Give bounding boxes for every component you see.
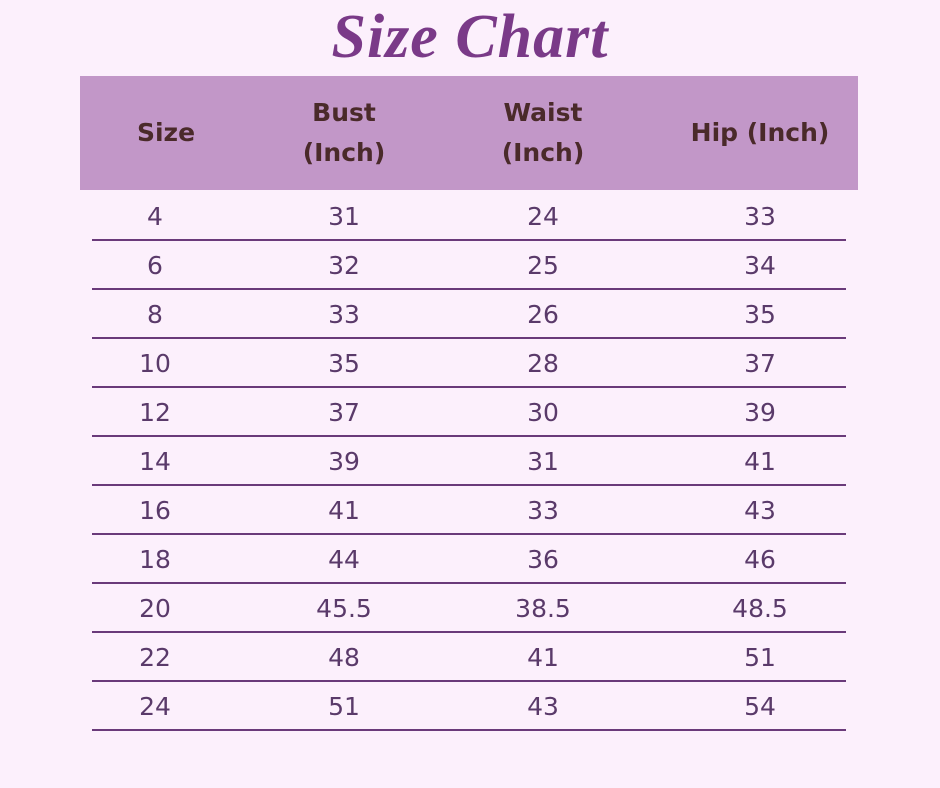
table-cell: 43 [744, 496, 776, 525]
table-cell: 41 [744, 447, 776, 476]
table-cell: 22 [139, 643, 171, 672]
table-row: 22 48 41 51 [92, 633, 846, 682]
table-cell: 12 [139, 398, 171, 427]
table-row: 12 37 30 39 [92, 388, 846, 437]
table-cell: 54 [744, 692, 776, 721]
table-cell: 37 [744, 349, 776, 378]
table-cell: 39 [328, 447, 360, 476]
table-cell: 30 [527, 398, 559, 427]
table-cell: 48.5 [732, 594, 788, 623]
table-cell: 36 [527, 545, 559, 574]
table-cell: 41 [328, 496, 360, 525]
column-header: Hip (Inch) [690, 118, 830, 147]
table-cell: 43 [527, 692, 559, 721]
table-cell: 35 [744, 300, 776, 329]
table-cell: 24 [527, 202, 559, 231]
table-cell: 48 [328, 643, 360, 672]
column-header: Size [136, 118, 196, 147]
table-header: Size Bust (Inch) Waist (Inch) Hip (Inch) [80, 76, 858, 190]
table-cell: 16 [139, 496, 171, 525]
table-cell: 45.5 [316, 594, 372, 623]
table-cell: 39 [744, 398, 776, 427]
table-cell: 37 [328, 398, 360, 427]
table-cell: 24 [139, 692, 171, 721]
table-cell: 4 [147, 202, 163, 231]
table-cell: 6 [147, 251, 163, 280]
table-cell: 33 [328, 300, 360, 329]
table-row: 16 41 33 43 [92, 486, 846, 535]
table-cell: 25 [527, 251, 559, 280]
column-header: Bust (Inch) [302, 98, 386, 167]
table-cell: 33 [744, 202, 776, 231]
table-cell: 46 [744, 545, 776, 574]
table-cell: 18 [139, 545, 171, 574]
table-row: 8 33 26 35 [92, 290, 846, 339]
table-cell: 38.5 [515, 594, 571, 623]
table-cell: 10 [139, 349, 171, 378]
table-cell: 35 [328, 349, 360, 378]
table-cell: 33 [527, 496, 559, 525]
table-row: 6 32 25 34 [92, 241, 846, 290]
table-row: 18 44 36 46 [92, 535, 846, 584]
table-row: 20 45.5 38.5 48.5 [92, 584, 846, 633]
table-cell: 41 [527, 643, 559, 672]
table-cell: 34 [744, 251, 776, 280]
column-header: Waist (Inch) [501, 98, 585, 167]
table-cell: 8 [147, 300, 163, 329]
table-cell: 20 [139, 594, 171, 623]
table-cell: 51 [328, 692, 360, 721]
table-row: 10 35 28 37 [92, 339, 846, 388]
table-body: 4 31 24 33 6 32 25 34 8 33 26 35 10 35 28 37 12 37 30 39 14 3… [92, 192, 846, 731]
table-cell: 32 [328, 251, 360, 280]
table-row: 14 39 31 41 [92, 437, 846, 486]
table-cell: 44 [328, 545, 360, 574]
table-row: 4 31 24 33 [92, 192, 846, 241]
table-cell: 14 [139, 447, 171, 476]
table-row: 24 51 43 54 [92, 682, 846, 731]
table-cell: 31 [527, 447, 559, 476]
table-cell: 26 [527, 300, 559, 329]
table-cell: 31 [328, 202, 360, 231]
page-title: Size Chart [331, 3, 609, 71]
table-cell: 51 [744, 643, 776, 672]
table-cell: 28 [527, 349, 559, 378]
